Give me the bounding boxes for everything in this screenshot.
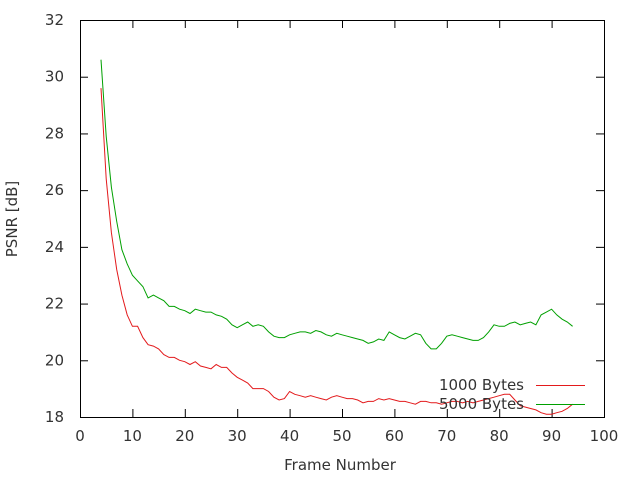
y-tick-label: 28: [45, 124, 64, 142]
x-tick-label: 30: [228, 427, 247, 445]
y-tick-label: 30: [45, 68, 64, 86]
y-tick-label: 20: [45, 351, 64, 369]
x-tick-label: 60: [385, 427, 404, 445]
series-line-1: [100, 88, 573, 415]
y-tick-label: 18: [45, 408, 64, 426]
x-tick-label: 70: [437, 427, 456, 445]
x-tick-label: 40: [280, 427, 299, 445]
legend-label: 5000 Bytes: [439, 395, 524, 413]
x-tick-label: 80: [490, 427, 509, 445]
y-tick-label: 32: [45, 11, 64, 29]
x-tick-label: 90: [542, 427, 561, 445]
y-tick-label: 24: [45, 238, 64, 256]
plot-frame: [80, 20, 605, 418]
series-line-2: [100, 59, 573, 350]
x-tick-label: 100: [590, 427, 619, 445]
x-tick-label: 20: [175, 427, 194, 445]
series-layer: [100, 59, 573, 415]
y-axis: 18 20 22 24 26 28 30 32: [45, 11, 604, 426]
x-tick-label: 0: [75, 427, 85, 445]
y-tick-label: 22: [45, 295, 64, 313]
y-axis-label: PSNR [dB]: [3, 181, 21, 258]
x-tick-label: 50: [332, 427, 351, 445]
legend-label: 1000 Bytes: [439, 376, 524, 394]
y-tick-label: 26: [45, 181, 64, 199]
x-axis-label: Frame Number: [284, 456, 397, 474]
x-axis: 0 10 20 30 40 50 60 70 80 90 100: [75, 20, 618, 445]
x-tick-label: 10: [123, 427, 142, 445]
